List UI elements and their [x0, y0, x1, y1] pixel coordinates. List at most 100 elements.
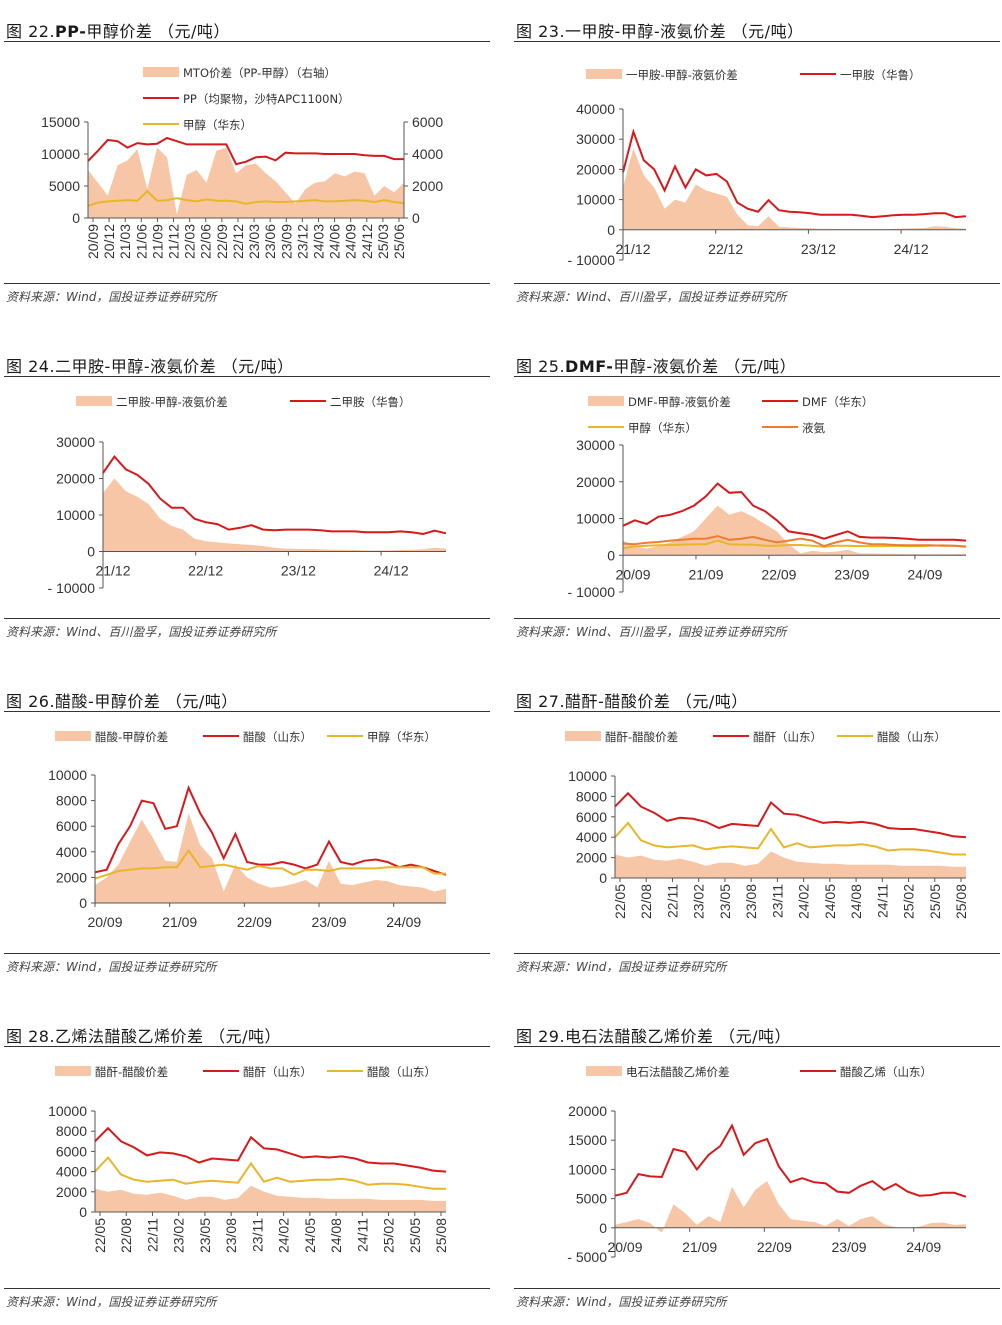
x-tick-label: 20/09: [87, 914, 122, 930]
legend-swatch-area: [76, 396, 112, 406]
y-tick-label: 0: [72, 210, 80, 226]
chart-fig28: 10000 8000 6000 4000 2000 0 22/05 22/08 22/11 23/…: [48, 1065, 449, 1253]
y-tick-label: 0: [599, 870, 607, 886]
y-tick-label: 10000: [568, 1161, 607, 1177]
chart-source: 资料来源：Wind，国投证券证券研究所: [6, 1295, 217, 1309]
y-tick-label: 8000: [56, 793, 87, 809]
x-tick-label: 22/05: [612, 884, 628, 919]
area-series-0: [88, 147, 404, 218]
source-rule: [514, 283, 1000, 284]
y-tick-label: 10000: [56, 507, 95, 523]
x-tick-label: 21/09: [162, 914, 197, 930]
chart-fig26: 10000 8000 6000 4000 2000 020/09 21/09 22/09 23/…: [48, 730, 447, 930]
y-tick-label: 2000: [56, 869, 87, 885]
legend-label: 醋酸（山东）: [877, 730, 946, 744]
legend-label: 醋酐-醋酸价差: [95, 1065, 168, 1079]
chart-panel-fig26: 图 26.醋酸-甲醇价差 （元/吨） 10000 8000 6000 4000 2000…: [0, 670, 490, 990]
source-rule: [514, 1288, 1000, 1289]
y-tick-label: 8000: [56, 1123, 87, 1139]
x-tick-label: 24/09: [386, 914, 421, 930]
chart-title: 图 24.二甲胺-甲醇-液氨价差 （元/吨）: [6, 357, 294, 376]
source-rule: [4, 283, 490, 284]
x-tick-label: 25/02: [901, 884, 917, 919]
y-tick-label: 8000: [576, 788, 607, 804]
legend-label: 液氨: [802, 421, 825, 435]
area-series-0: [615, 851, 966, 878]
x-tick-label: 23/12: [801, 241, 836, 257]
chart-title: 图 27.醋酐-醋酸价差 （元/吨）: [516, 692, 748, 711]
x-tick-label: 23/06: [262, 224, 278, 259]
x-tick-label: 21/09: [149, 224, 165, 259]
y-tick-label: 20000: [576, 161, 615, 177]
x-tick-label: 24/09: [907, 566, 942, 582]
x-tick-label: 22/08: [118, 1218, 134, 1253]
y2-tick-label: 4000: [412, 146, 443, 162]
x-tick-label: 21/12: [615, 241, 650, 257]
x-tick-label: 25/08: [433, 1218, 449, 1253]
x-tick-label: 25/02: [381, 1218, 397, 1253]
y-tick-label: 0: [87, 544, 95, 560]
title-rule: [4, 711, 490, 712]
line-series-2: [94, 1155, 446, 1190]
legend-label: 甲醇（华东）: [367, 730, 436, 744]
chart-fig25: 30000 20000 10000 0 - 10000 20/09 21/09 22/09 23…: [568, 395, 967, 600]
x-tick-label: 21/12: [95, 563, 130, 579]
x-tick-label: 22/09: [757, 1239, 792, 1255]
x-tick-label: 23/12: [281, 563, 316, 579]
x-tick-label: 24/12: [894, 241, 929, 257]
y-tick-label: 10000: [576, 192, 615, 208]
x-tick-label: 21/12: [166, 224, 182, 259]
title-rule: [514, 711, 1000, 712]
chart-panel-fig22: 图 22.PP-甲醇价差 （元/吨） 15000 10000 5000 0 6000 40…: [0, 0, 490, 320]
x-tick-label: 24/08: [328, 1218, 344, 1253]
title-rule: [4, 41, 490, 42]
title-rule: [4, 376, 490, 377]
x-tick-label: 22/08: [638, 884, 654, 919]
y-tick-label: 15000: [568, 1132, 607, 1148]
title-rule: [514, 41, 1000, 42]
y-tick-label: 0: [79, 895, 87, 911]
x-tick-label: 20/12: [101, 224, 117, 259]
area-series-0: [95, 1185, 446, 1212]
y-tick-label: 30000: [576, 437, 615, 453]
legend-swatch-area: [586, 69, 622, 79]
chart-source: 资料来源：Wind，国投证券证券研究所: [516, 1295, 727, 1309]
legend-label: 醋酸乙烯（山东）: [840, 1065, 932, 1079]
x-tick-label: 21/09: [688, 566, 723, 582]
x-tick-label: 23/09: [832, 1239, 867, 1255]
x-tick-label: 23/09: [834, 566, 869, 582]
y-tick-label: 6000: [56, 1143, 87, 1159]
y-tick-label: 5000: [49, 178, 80, 194]
y-tick-label: 10000: [48, 1103, 87, 1119]
y-tick-label: 20000: [576, 474, 615, 490]
x-tick-label: 23/12: [294, 224, 310, 259]
source-rule: [514, 618, 1000, 619]
line-series-1: [102, 454, 447, 536]
y-tick-label: - 10000: [48, 580, 96, 596]
x-tick-label: 22/12: [230, 224, 246, 259]
line-series-2: [94, 848, 446, 880]
x-tick-label: 24/06: [327, 224, 343, 259]
x-tick-label: 24/08: [848, 884, 864, 919]
legend-label: 二甲胺-甲醇-液氨价差: [116, 395, 228, 409]
line-series-1: [614, 1123, 967, 1198]
x-tick-label: 24/11: [874, 884, 890, 918]
x-tick-label: 20/09: [607, 1239, 642, 1255]
x-tick-label: 24/12: [359, 224, 375, 259]
y-tick-label: 4000: [576, 829, 607, 845]
x-tick-label: 23/11: [769, 884, 785, 918]
legend-label: 醋酸-甲醇价差: [95, 730, 168, 744]
legend-label: 醋酐-醋酸价差: [605, 730, 678, 744]
legend-label: 甲醇（华东）: [628, 421, 697, 435]
x-tick-label: 24/05: [822, 884, 838, 919]
chart-source: 资料来源：Wind，国投证券证券研究所: [6, 290, 217, 304]
x-tick-label: 25/06: [391, 224, 407, 259]
chart-source: 资料来源：Wind，国投证券证券研究所: [6, 960, 217, 974]
y-tick-label: - 10000: [568, 252, 616, 268]
x-tick-label: 22/06: [198, 224, 214, 259]
x-tick-label: 22/03: [182, 224, 198, 259]
y-tick-label: 4000: [56, 1164, 87, 1180]
y-tick-label: 10000: [48, 767, 87, 783]
